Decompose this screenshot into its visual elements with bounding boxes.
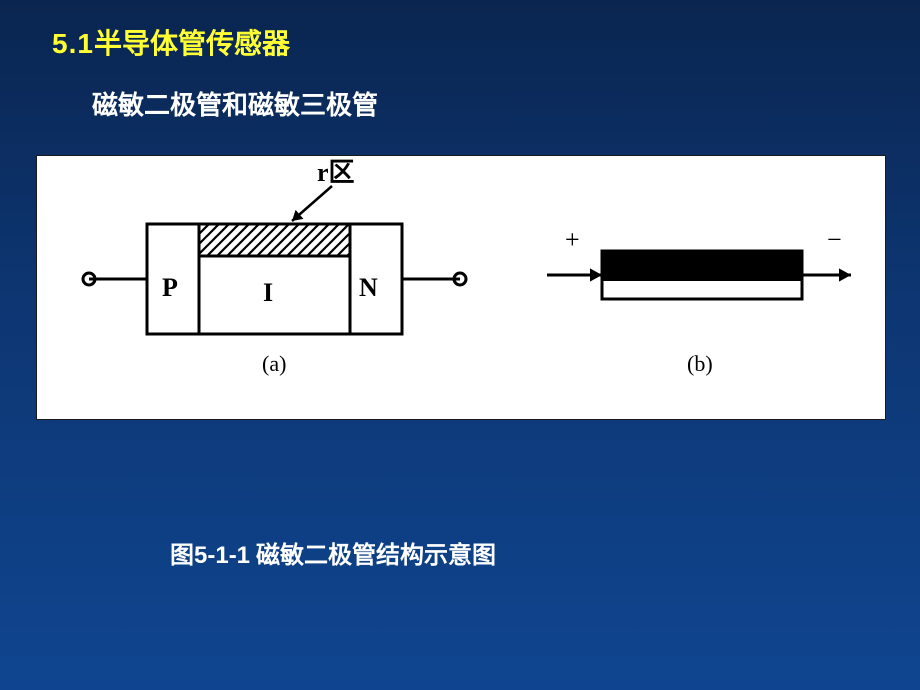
section-title: 半导体管传感器	[94, 29, 290, 60]
section-subtitle: 磁敏二极管和磁敏三极管	[92, 85, 378, 122]
svg-text:I: I	[263, 278, 273, 307]
caption-prefix: 图	[170, 543, 194, 569]
svg-text:N: N	[359, 273, 378, 302]
svg-text:−: −	[827, 225, 842, 254]
figure-caption: 图5-1-1 磁敏二极管结构示意图	[170, 535, 496, 570]
section-heading: 5.1半导体管传感器	[52, 22, 290, 62]
figure-container: r区 P I N (a) + − (b)	[36, 155, 886, 420]
svg-text:(a): (a)	[262, 351, 286, 376]
svg-text:+: +	[565, 225, 580, 254]
section-number: 5.1	[52, 28, 94, 59]
diagram-svg: r区 P I N (a) + − (b)	[37, 156, 887, 421]
caption-text: 磁敏二极管结构示意图	[250, 543, 496, 569]
svg-text:P: P	[162, 273, 178, 302]
caption-number: 5-1-1	[194, 542, 250, 569]
svg-text:(b): (b)	[687, 351, 713, 376]
svg-text:r区: r区	[317, 158, 355, 187]
